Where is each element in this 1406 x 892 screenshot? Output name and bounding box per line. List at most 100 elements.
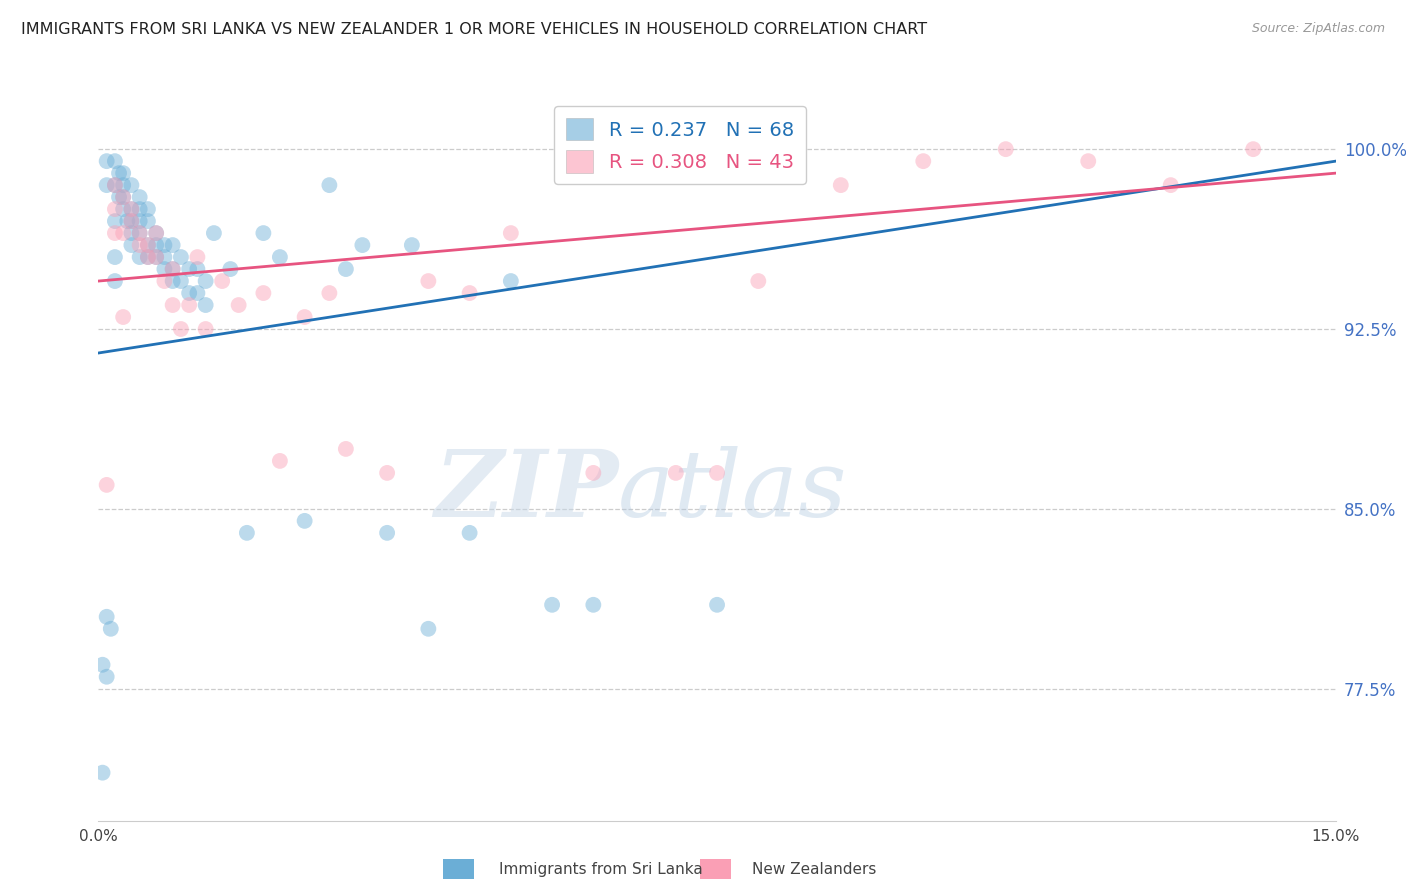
Y-axis label: 1 or more Vehicles in Household: 1 or more Vehicles in Household xyxy=(0,331,7,579)
Point xyxy=(145,250,167,264)
Point xyxy=(194,274,217,288)
Point xyxy=(104,250,127,264)
Point xyxy=(499,226,522,240)
Point xyxy=(1160,178,1182,193)
Point xyxy=(153,250,176,264)
Point xyxy=(352,238,374,252)
Point xyxy=(747,274,769,288)
Point xyxy=(104,214,127,228)
Point xyxy=(120,202,142,216)
Point xyxy=(179,298,201,312)
Point xyxy=(219,262,242,277)
Point xyxy=(100,622,122,636)
Text: atlas: atlas xyxy=(619,447,848,536)
Point xyxy=(179,262,201,277)
Text: Source: ZipAtlas.com: Source: ZipAtlas.com xyxy=(1251,22,1385,36)
Point xyxy=(104,226,127,240)
Point xyxy=(912,154,935,169)
Point xyxy=(170,274,193,288)
Point xyxy=(162,262,184,277)
Point xyxy=(112,190,135,204)
Point xyxy=(112,190,135,204)
Point xyxy=(153,262,176,277)
Point xyxy=(91,765,114,780)
Point xyxy=(91,657,114,672)
Point xyxy=(194,298,217,312)
Point xyxy=(252,226,274,240)
Point xyxy=(665,466,688,480)
Point xyxy=(179,286,201,301)
Point xyxy=(375,466,398,480)
Point xyxy=(186,286,208,301)
Point xyxy=(335,442,357,456)
Point xyxy=(128,190,150,204)
Point xyxy=(318,286,340,301)
Point xyxy=(582,466,605,480)
Legend: R = 0.237   N = 68, R = 0.308   N = 43: R = 0.237 N = 68, R = 0.308 N = 43 xyxy=(554,106,806,185)
Point xyxy=(136,250,159,264)
Point xyxy=(1077,154,1099,169)
Point xyxy=(108,166,131,180)
Point xyxy=(145,250,167,264)
Point xyxy=(104,274,127,288)
Point xyxy=(145,238,167,252)
Point xyxy=(136,238,159,252)
Point xyxy=(112,202,135,216)
Point xyxy=(128,226,150,240)
Point xyxy=(136,202,159,216)
Point xyxy=(128,202,150,216)
Text: ZIP: ZIP xyxy=(434,447,619,536)
Point xyxy=(104,178,127,193)
Text: IMMIGRANTS FROM SRI LANKA VS NEW ZEALANDER 1 OR MORE VEHICLES IN HOUSEHOLD CORRE: IMMIGRANTS FROM SRI LANKA VS NEW ZEALAND… xyxy=(21,22,927,37)
Point xyxy=(458,286,481,301)
Point xyxy=(120,178,142,193)
Point xyxy=(418,622,440,636)
Point xyxy=(202,226,225,240)
Point xyxy=(96,609,118,624)
Point xyxy=(120,202,142,216)
Point xyxy=(458,525,481,540)
Point xyxy=(112,310,135,324)
Point xyxy=(401,238,423,252)
Point xyxy=(120,238,142,252)
Point xyxy=(269,454,291,468)
Point xyxy=(96,478,118,492)
Point xyxy=(120,214,142,228)
Point xyxy=(136,250,159,264)
Point xyxy=(104,178,127,193)
Point xyxy=(96,178,118,193)
Point xyxy=(706,598,728,612)
Point xyxy=(117,214,139,228)
Point xyxy=(108,190,131,204)
Point xyxy=(136,238,159,252)
Point xyxy=(294,310,316,324)
Point xyxy=(112,226,135,240)
Point xyxy=(162,262,184,277)
Point xyxy=(228,298,250,312)
Point xyxy=(162,274,184,288)
Point xyxy=(104,154,127,169)
Point xyxy=(294,514,316,528)
Point xyxy=(104,202,127,216)
Point xyxy=(120,226,142,240)
Point xyxy=(153,274,176,288)
Point xyxy=(375,525,398,540)
Point xyxy=(830,178,852,193)
Point xyxy=(648,154,671,169)
Point xyxy=(128,226,150,240)
Point xyxy=(112,178,135,193)
Text: Immigrants from Sri Lanka: Immigrants from Sri Lanka xyxy=(499,863,703,877)
Point xyxy=(136,214,159,228)
Point xyxy=(236,525,259,540)
Point xyxy=(96,670,118,684)
Point xyxy=(186,262,208,277)
Point xyxy=(541,598,564,612)
Point xyxy=(162,238,184,252)
Point xyxy=(128,238,150,252)
Point xyxy=(170,322,193,336)
Point xyxy=(1241,142,1264,156)
Point xyxy=(145,226,167,240)
Point xyxy=(194,322,217,336)
Point xyxy=(96,154,118,169)
Point xyxy=(211,274,233,288)
